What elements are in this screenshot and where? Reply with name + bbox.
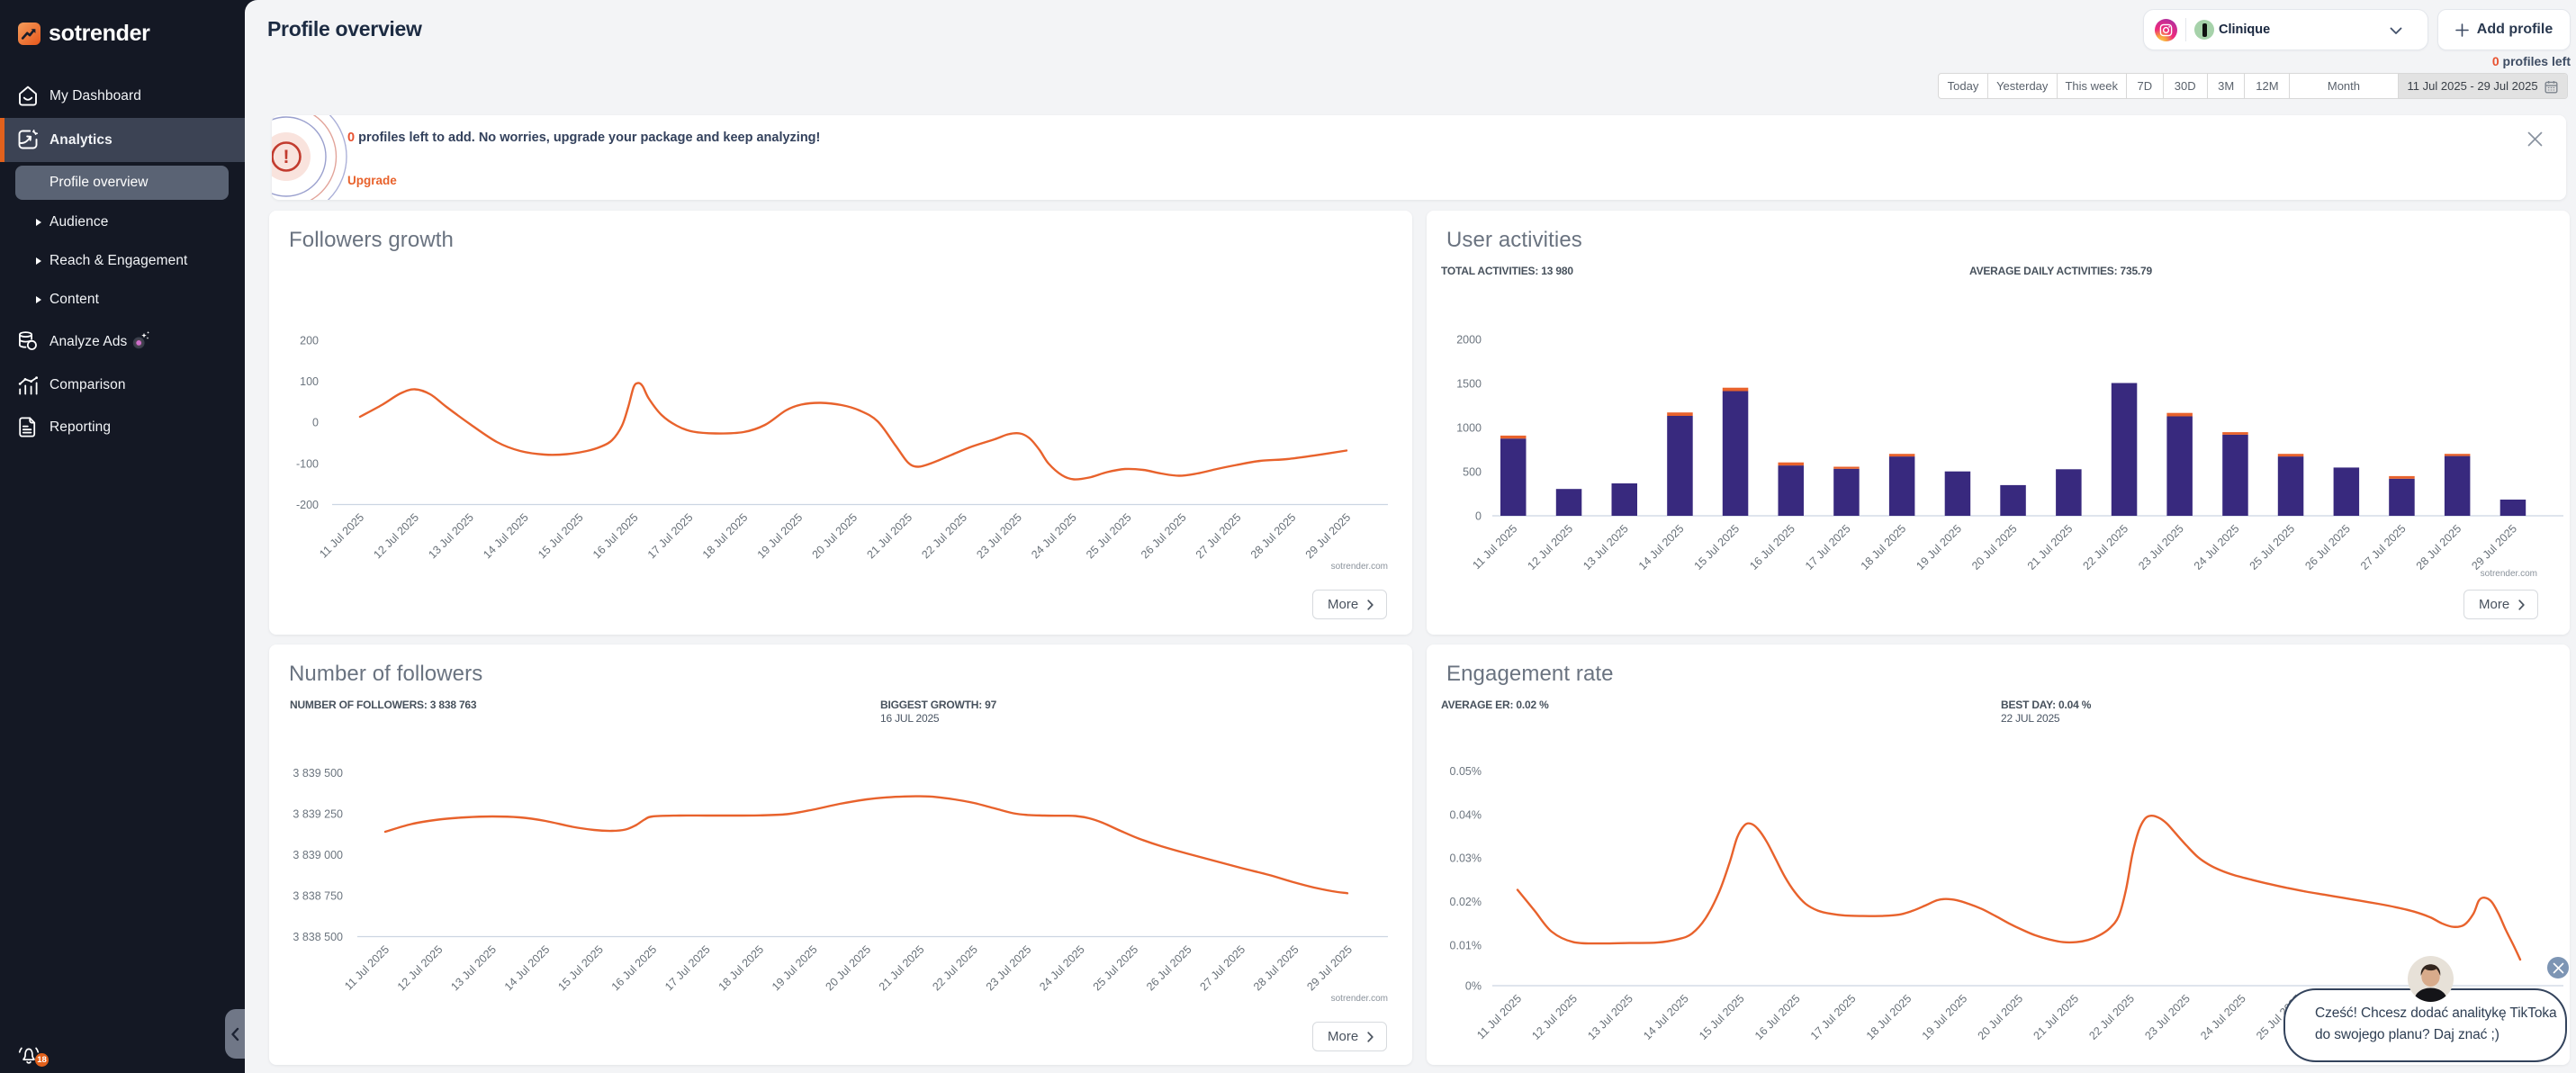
svg-text:0.02%: 0.02% xyxy=(1450,896,1482,908)
svg-text:20 Jul 2025: 20 Jul 2025 xyxy=(810,511,860,562)
svg-text:24 Jul 2025: 24 Jul 2025 xyxy=(1029,511,1079,562)
svg-text:26 Jul 2025: 26 Jul 2025 xyxy=(1139,511,1189,562)
svg-text:14 Jul 2025: 14 Jul 2025 xyxy=(1641,992,1691,1042)
svg-text:23 Jul 2025: 23 Jul 2025 xyxy=(974,511,1024,562)
svg-text:16 Jul 2025: 16 Jul 2025 xyxy=(609,943,660,994)
svg-text:18 Jul 2025: 18 Jul 2025 xyxy=(1864,992,1914,1042)
svg-text:21 Jul 2025: 21 Jul 2025 xyxy=(877,943,927,994)
svg-text:24 Jul 2025: 24 Jul 2025 xyxy=(1037,943,1087,994)
svg-text:-200: -200 xyxy=(296,499,319,511)
svg-text:27 Jul 2025: 27 Jul 2025 xyxy=(1198,943,1248,994)
svg-text:19 Jul 2025: 19 Jul 2025 xyxy=(1920,992,1970,1042)
svg-text:12 Jul 2025: 12 Jul 2025 xyxy=(395,943,446,994)
svg-text:19 Jul 2025: 19 Jul 2025 xyxy=(770,943,820,994)
svg-text:20 Jul 2025: 20 Jul 2025 xyxy=(1969,522,2020,573)
svg-text:17 Jul 2025: 17 Jul 2025 xyxy=(645,511,696,562)
svg-text:11 Jul 2025: 11 Jul 2025 xyxy=(1474,992,1524,1041)
svg-text:29 Jul 2025: 29 Jul 2025 xyxy=(1304,943,1355,994)
svg-text:3 839 000: 3 839 000 xyxy=(293,849,343,861)
svg-text:22 Jul 2025: 22 Jul 2025 xyxy=(930,943,980,994)
svg-text:13 Jul 2025: 13 Jul 2025 xyxy=(426,511,476,562)
svg-text:-100: -100 xyxy=(296,457,319,470)
svg-text:17 Jul 2025: 17 Jul 2025 xyxy=(1803,522,1853,573)
svg-text:25 Jul 2025: 25 Jul 2025 xyxy=(2247,522,2298,573)
svg-text:3 839 250: 3 839 250 xyxy=(293,808,343,821)
svg-text:500: 500 xyxy=(1463,466,1482,479)
svg-text:3 839 500: 3 839 500 xyxy=(293,767,343,780)
svg-text:sotrender.com: sotrender.com xyxy=(2481,569,2537,579)
svg-text:16 Jul 2025: 16 Jul 2025 xyxy=(1747,522,1797,573)
svg-text:!: ! xyxy=(284,147,290,167)
svg-text:27 Jul 2025: 27 Jul 2025 xyxy=(2358,522,2409,573)
svg-text:22 Jul 2025: 22 Jul 2025 xyxy=(919,511,969,562)
svg-text:17 Jul 2025: 17 Jul 2025 xyxy=(1808,992,1859,1042)
svg-text:11 Jul 2025: 11 Jul 2025 xyxy=(1470,522,1519,572)
svg-text:16 Jul 2025: 16 Jul 2025 xyxy=(1752,992,1803,1042)
svg-text:1000: 1000 xyxy=(1456,422,1482,435)
svg-text:21 Jul 2025: 21 Jul 2025 xyxy=(2025,522,2076,573)
svg-text:25 Jul 2025: 25 Jul 2025 xyxy=(1091,943,1141,994)
svg-text:100: 100 xyxy=(300,375,319,388)
svg-text:21 Jul 2025: 21 Jul 2025 xyxy=(865,511,915,562)
svg-text:26 Jul 2025: 26 Jul 2025 xyxy=(1144,943,1194,994)
svg-text:24 Jul 2025: 24 Jul 2025 xyxy=(2198,992,2248,1042)
svg-text:28 Jul 2025: 28 Jul 2025 xyxy=(1248,511,1299,562)
svg-text:sotrender.com: sotrender.com xyxy=(1331,994,1388,1004)
svg-text:0.05%: 0.05% xyxy=(1450,765,1482,778)
svg-text:13 Jul 2025: 13 Jul 2025 xyxy=(448,943,499,994)
svg-text:26 Jul 2025: 26 Jul 2025 xyxy=(2302,522,2353,573)
svg-text:11 Jul 2025: 11 Jul 2025 xyxy=(342,943,392,993)
svg-text:2000: 2000 xyxy=(1456,334,1482,347)
svg-text:3 838 750: 3 838 750 xyxy=(293,890,343,903)
svg-text:14 Jul 2025: 14 Jul 2025 xyxy=(502,943,553,994)
svg-text:18 Jul 2025: 18 Jul 2025 xyxy=(1859,522,1909,573)
svg-text:14 Jul 2025: 14 Jul 2025 xyxy=(481,511,531,562)
svg-text:15 Jul 2025: 15 Jul 2025 xyxy=(1697,992,1747,1042)
svg-text:0.04%: 0.04% xyxy=(1450,808,1482,821)
svg-text:3 838 500: 3 838 500 xyxy=(293,931,343,943)
svg-text:0.01%: 0.01% xyxy=(1450,940,1482,952)
svg-text:12 Jul 2025: 12 Jul 2025 xyxy=(371,511,421,562)
svg-text:12 Jul 2025: 12 Jul 2025 xyxy=(1526,522,1576,573)
svg-text:18 Jul 2025: 18 Jul 2025 xyxy=(716,943,767,994)
svg-text:15 Jul 2025: 15 Jul 2025 xyxy=(1692,522,1743,573)
svg-text:21 Jul 2025: 21 Jul 2025 xyxy=(2031,992,2082,1042)
svg-text:0: 0 xyxy=(312,417,319,429)
svg-text:sotrender.com: sotrender.com xyxy=(1331,562,1388,572)
svg-text:0: 0 xyxy=(1475,510,1482,523)
svg-text:28 Jul 2025: 28 Jul 2025 xyxy=(1251,943,1302,994)
svg-text:23 Jul 2025: 23 Jul 2025 xyxy=(2142,992,2193,1042)
svg-text:200: 200 xyxy=(300,335,319,347)
svg-text:24 Jul 2025: 24 Jul 2025 xyxy=(2192,522,2242,573)
svg-text:1500: 1500 xyxy=(1456,378,1482,391)
svg-text:23 Jul 2025: 23 Jul 2025 xyxy=(984,943,1034,994)
svg-text:18 Jul 2025: 18 Jul 2025 xyxy=(700,511,751,562)
svg-text:25 Jul 2025: 25 Jul 2025 xyxy=(1084,511,1134,562)
svg-text:0.03%: 0.03% xyxy=(1450,852,1482,865)
svg-text:27 Jul 2025: 27 Jul 2025 xyxy=(1193,511,1244,562)
svg-text:29 Jul 2025: 29 Jul 2025 xyxy=(2469,522,2519,573)
svg-text:15 Jul 2025: 15 Jul 2025 xyxy=(536,511,586,562)
svg-text:29 Jul 2025: 29 Jul 2025 xyxy=(1303,511,1354,562)
svg-text:19 Jul 2025: 19 Jul 2025 xyxy=(1914,522,1964,573)
svg-text:11 Jul 2025: 11 Jul 2025 xyxy=(317,511,366,561)
svg-text:28 Jul 2025: 28 Jul 2025 xyxy=(2414,522,2464,573)
svg-text:13 Jul 2025: 13 Jul 2025 xyxy=(1581,522,1631,573)
svg-text:23 Jul 2025: 23 Jul 2025 xyxy=(2136,522,2186,573)
svg-text:16 Jul 2025: 16 Jul 2025 xyxy=(590,511,641,562)
svg-text:13 Jul 2025: 13 Jul 2025 xyxy=(1585,992,1635,1042)
svg-text:22 Jul 2025: 22 Jul 2025 xyxy=(2086,992,2137,1042)
svg-text:0%: 0% xyxy=(1465,980,1482,993)
svg-text:17 Jul 2025: 17 Jul 2025 xyxy=(662,943,713,994)
svg-text:22 Jul 2025: 22 Jul 2025 xyxy=(2081,522,2131,573)
svg-text:15 Jul 2025: 15 Jul 2025 xyxy=(555,943,606,994)
svg-text:20 Jul 2025: 20 Jul 2025 xyxy=(1976,992,2026,1042)
svg-text:12 Jul 2025: 12 Jul 2025 xyxy=(1529,992,1580,1042)
svg-text:20 Jul 2025: 20 Jul 2025 xyxy=(824,943,874,994)
svg-text:19 Jul 2025: 19 Jul 2025 xyxy=(755,511,806,562)
svg-text:14 Jul 2025: 14 Jul 2025 xyxy=(1636,522,1687,573)
